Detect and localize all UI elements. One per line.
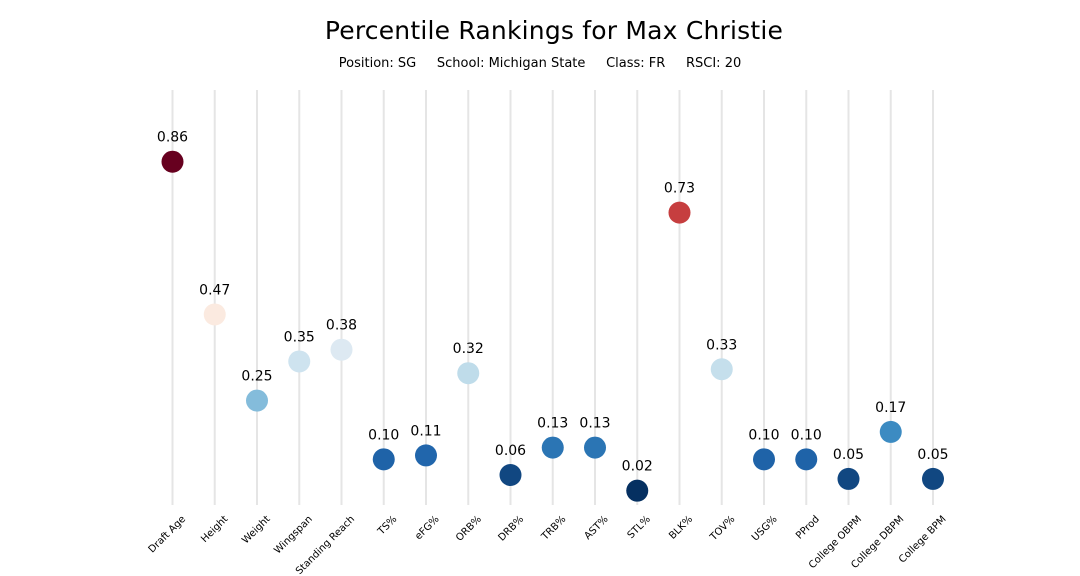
x-tick-label-height: Height <box>199 514 230 545</box>
value-label-usg-pct: 0.10 <box>748 427 779 443</box>
value-label-layer: 0.86 0.47 0.25 0.35 0.38 0.10 0.11 0.32 0.06 0.13… <box>157 130 949 475</box>
data-point-pprod <box>795 448 818 471</box>
data-point-efg-pct <box>415 444 437 467</box>
x-tick-label-wingspan: Wingspan <box>272 514 315 557</box>
subtitle-school: School: Michigan State <box>436 56 586 71</box>
x-tick-label-ast-pct: AST% <box>582 514 610 542</box>
data-point-college-bpm <box>922 467 944 490</box>
subtitle-class: Class: FR <box>606 56 666 71</box>
chart-subtitle: Position: SG School: Michigan State Clas… <box>0 56 1080 71</box>
data-point-ts-pct <box>372 448 395 471</box>
value-label-pprod: 0.10 <box>791 427 822 443</box>
data-point-drb-pct <box>499 464 522 487</box>
value-label-standing-reach: 0.38 <box>326 318 357 334</box>
value-label-college-bpm: 0.05 <box>917 447 948 463</box>
value-label-orb-pct: 0.32 <box>453 341 484 357</box>
data-point-weight <box>246 389 268 412</box>
x-tick-label-tov-pct: TOV% <box>708 514 738 544</box>
data-point-college-dbpm <box>879 420 902 443</box>
x-tick-label-weight: Weight <box>240 514 272 546</box>
x-tick-label-efg-pct: eFG% <box>413 514 441 542</box>
value-label-college-obpm: 0.05 <box>833 447 864 463</box>
subtitle-rsci: RSCI: 20 <box>685 56 742 71</box>
value-label-efg-pct: 0.11 <box>410 423 441 439</box>
value-label-wingspan: 0.35 <box>284 329 315 345</box>
value-label-drb-pct: 0.06 <box>495 443 526 459</box>
data-point-college-obpm <box>837 467 860 490</box>
data-point-tov-pct <box>710 358 733 381</box>
value-label-weight: 0.25 <box>241 369 272 385</box>
data-point-draft-age <box>161 150 184 173</box>
x-tick-label-usg-pct: USG% <box>750 514 780 544</box>
data-point-usg-pct <box>753 448 775 471</box>
value-label-trb-pct: 0.13 <box>537 416 568 432</box>
value-label-college-dbpm: 0.17 <box>875 400 906 416</box>
value-label-draft-age: 0.86 <box>157 130 188 146</box>
point-layer <box>161 150 944 502</box>
x-tick-label-draft-age: Draft Age <box>147 514 189 556</box>
x-tick-label-stl-pct: STL% <box>626 514 653 541</box>
x-tick-label-orb-pct: ORB% <box>454 514 484 544</box>
value-label-height: 0.47 <box>199 282 230 298</box>
data-point-height <box>203 303 226 326</box>
value-label-ts-pct: 0.10 <box>368 427 399 443</box>
data-point-stl-pct <box>626 479 649 502</box>
data-point-blk-pct <box>668 201 691 224</box>
value-label-tov-pct: 0.33 <box>706 337 737 353</box>
data-point-wingspan <box>288 350 311 373</box>
x-tick-label-blk-pct: BLK% <box>667 514 695 542</box>
x-tick-label-trb-pct: TRB% <box>539 514 568 543</box>
chart-title: Percentile Rankings for Max Christie <box>324 16 784 45</box>
subtitle-position: Position: SG <box>338 56 417 71</box>
x-tick-label-ts-pct: TS% <box>375 514 399 538</box>
x-tick-label-drb-pct: DRB% <box>496 514 526 544</box>
data-point-orb-pct <box>457 362 480 385</box>
value-label-ast-pct: 0.13 <box>579 416 610 432</box>
value-label-blk-pct: 0.73 <box>664 181 695 197</box>
data-point-trb-pct <box>541 436 564 459</box>
value-label-stl-pct: 0.02 <box>622 459 653 475</box>
data-point-ast-pct <box>584 436 606 459</box>
data-point-standing-reach <box>330 338 353 361</box>
x-tick-label-pprod: PProd <box>794 514 822 542</box>
